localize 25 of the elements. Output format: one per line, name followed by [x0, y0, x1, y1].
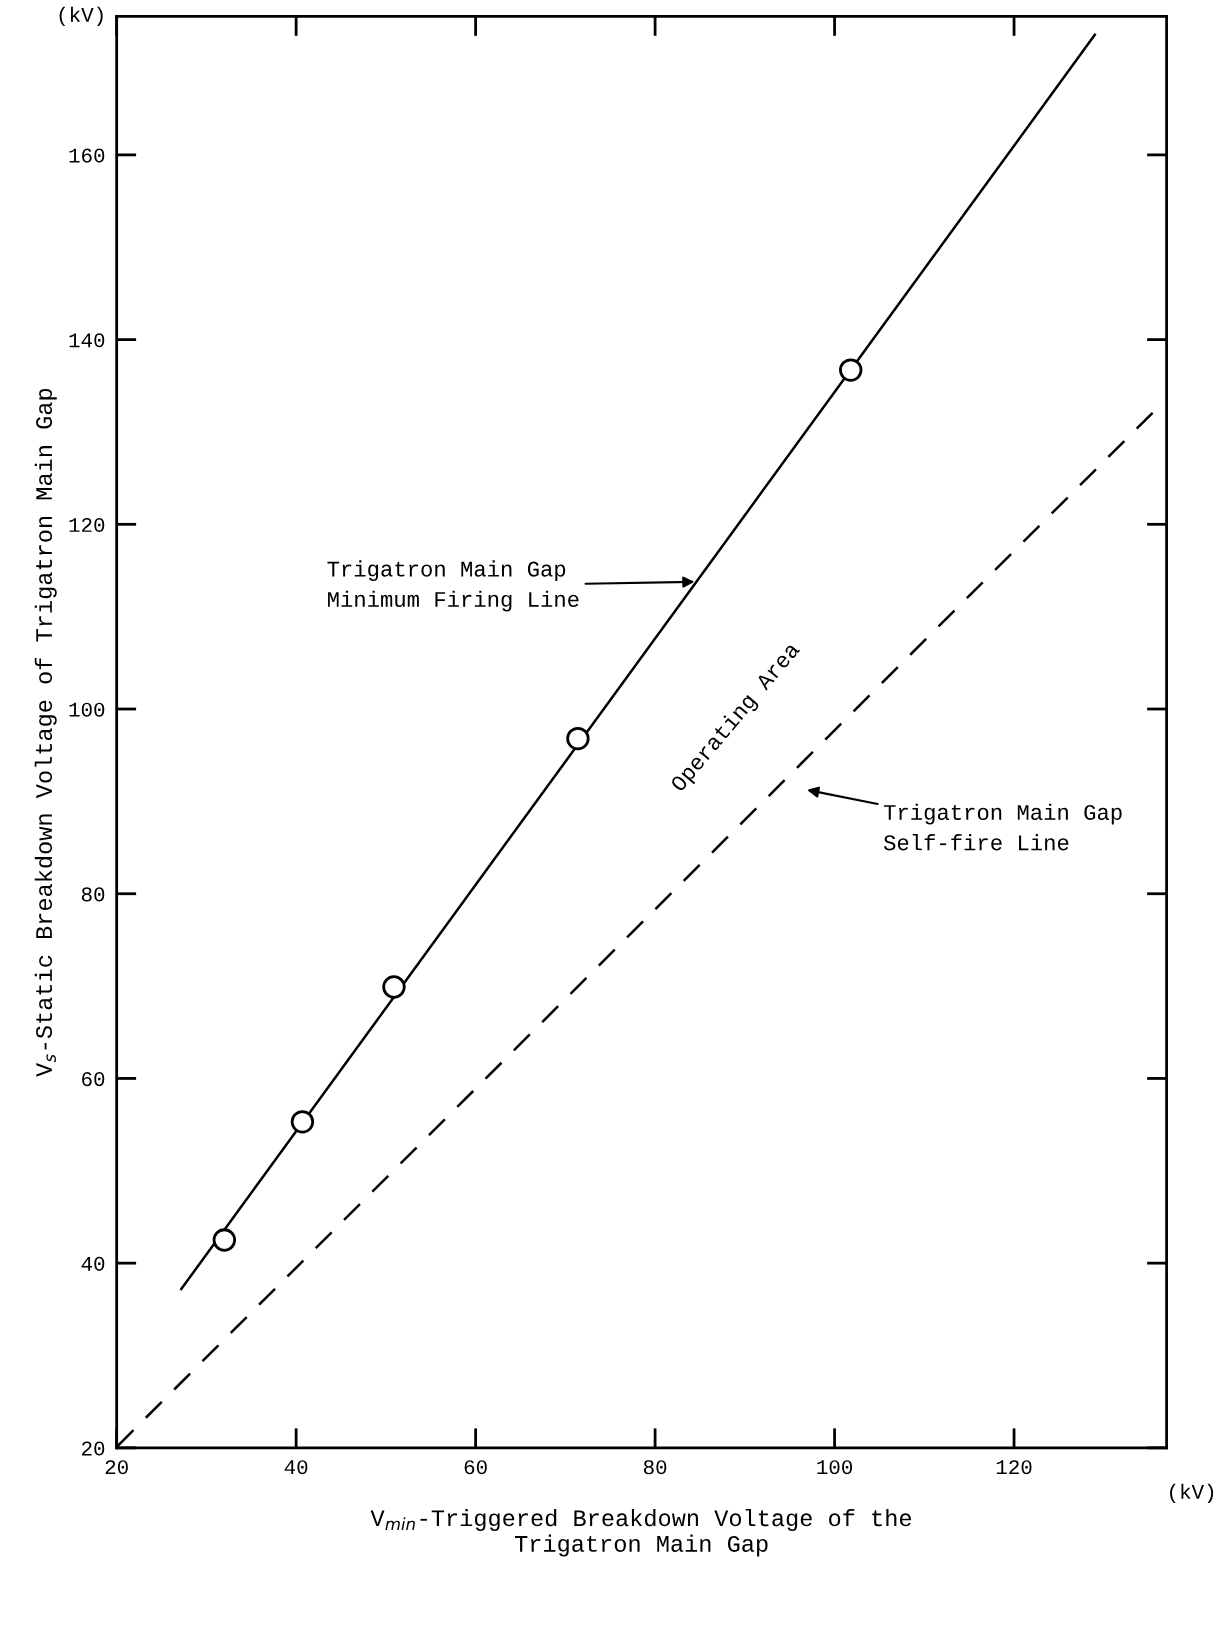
- x-tick-label: 60: [464, 1460, 487, 1475]
- x-tick-label: 120: [996, 1460, 1032, 1475]
- point: [382, 975, 406, 999]
- point: [212, 1228, 237, 1252]
- annotation: Trigatron Main Gap Minimum Firing Line: [327, 560, 579, 612]
- x-tick-label: 20: [105, 1460, 128, 1475]
- x-tick-label: 80: [643, 1460, 667, 1475]
- y-axis-title: V$_{s}$-Static Breakdown Voltage of Trigatron Main Gap: [34, 388, 57, 1077]
- text: (kV): [59, 6, 103, 27]
- x-tick-label: 40: [284, 1460, 308, 1475]
- y-tick-label: 100: [69, 702, 105, 717]
- y-tick-label: 140: [69, 333, 105, 348]
- text: (kV): [1170, 1483, 1214, 1504]
- point: [566, 726, 590, 751]
- y-tick-label: 60: [82, 1072, 105, 1087]
- point: [839, 358, 863, 382]
- y-tick-label: 80: [81, 887, 105, 902]
- y-tick-label: 40: [81, 1256, 105, 1271]
- point: [290, 1110, 315, 1134]
- x-axis-title: V$_{min}$-Triggered Breakdown Voltage of the Trigatron Main Gap: [370, 1508, 912, 1557]
- y-tick-label: 20: [82, 1441, 105, 1456]
- y-tick-label: 160: [69, 148, 105, 163]
- x-tick-label: 100: [817, 1460, 853, 1475]
- annotation: Trigatron Main Gap Self-fire Line: [883, 803, 1122, 851]
- y-tick-label: 120: [69, 517, 105, 533]
